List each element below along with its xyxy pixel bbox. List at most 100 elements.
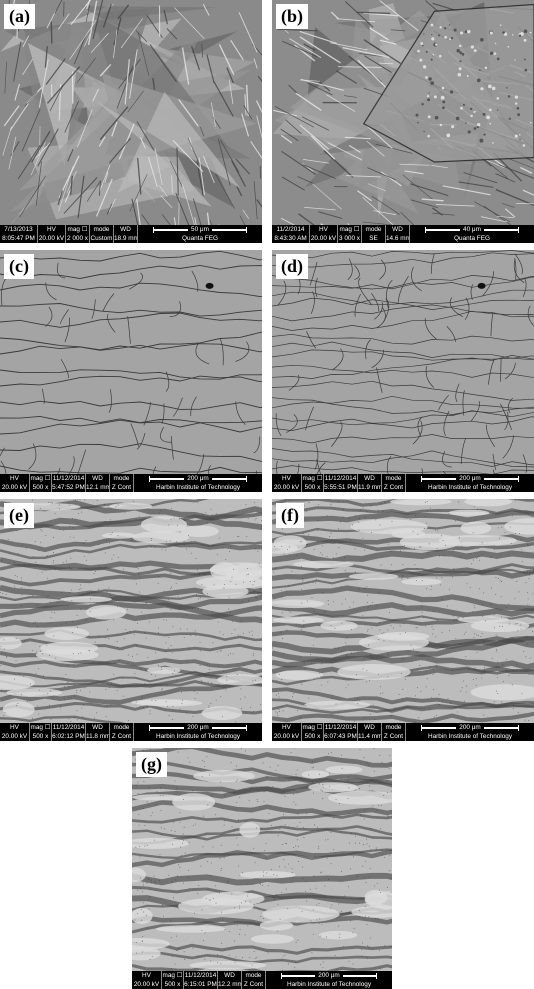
scale-bar-group: 40 μm Quanta FEG: [410, 225, 534, 243]
data-bar-cell: HV 20.00 kV: [0, 474, 30, 492]
data-bar-field-label: mode: [365, 226, 382, 233]
data-bar-time: 6:15:01 PM: [184, 981, 217, 988]
data-bar-field-label: mode: [385, 724, 402, 731]
data-bar-field-label: HV: [282, 475, 291, 482]
data-bar-field-label: mode: [113, 724, 130, 731]
data-bar-cell: 7/13/2013 8:05:47 PM: [0, 225, 38, 243]
data-bar-field-label: mode: [385, 475, 402, 482]
data-bar-field-value: 20.00 kV: [1, 484, 28, 491]
data-bar-cell: mag ☐ 3 000 x: [338, 225, 362, 243]
data-bar-field-value: 14.6 mm: [386, 235, 410, 242]
data-bar-field-value: 500 x: [304, 733, 321, 740]
data-bar-field-value: 2 000 x: [67, 235, 88, 242]
sem-data-bar: HV 20.00 kV mag ☐ 500 x 11/12/2014 5:47:52 PM…: [0, 474, 262, 492]
data-bar-field-value: 11.9 mm: [358, 484, 382, 491]
data-bar-field-label: HV: [47, 226, 56, 233]
scale-bar-group: 200 μm Harbin Institute of Technology: [134, 474, 262, 492]
panel-label: (a): [4, 4, 35, 29]
data-bar-field-label: mag ☐: [67, 226, 88, 233]
instrument-label: Quanta FEG: [454, 235, 490, 242]
data-bar-cell: WD 14.6 mm: [386, 225, 410, 243]
sem-data-bar: HV 20.00 kV mag ☐ 500 x 11/12/2014 5:55:51 PM…: [272, 474, 534, 492]
scale-bar-group: 50 μm Quanta FEG: [138, 225, 262, 243]
instrument-label: Quanta FEG: [182, 235, 218, 242]
scale-bar-label: 200 μm: [456, 724, 484, 731]
data-bar-cell: mode Z Cont: [242, 971, 266, 989]
data-bar-field-label: mag ☐: [30, 724, 51, 731]
data-bar-cell: WD 18.9 mm: [114, 225, 138, 243]
sem-data-bar: 11/2/2014 8:43:30 AM HV 20.00 kV mag ☐ 3 000 …: [272, 225, 534, 243]
micrograph-panel-f: (f) HV 20.00 kV mag ☐ 500 x 11/12/2014 6:07:43…: [272, 499, 534, 741]
data-bar-cell: HV 20.00 kV: [272, 474, 302, 492]
micrograph-texture: [272, 250, 534, 474]
scale-bar-label: 200 μm: [456, 475, 484, 482]
micrograph-panel-e: (e) HV 20.00 kV mag ☐ 500 x 11/12/2014 6:02:12…: [0, 499, 262, 741]
data-bar-cell: 11/12/2014 5:47:52 PM: [52, 474, 86, 492]
data-bar-field-value: 20.00 kV: [133, 981, 160, 988]
data-bar-field-value: SE: [369, 235, 378, 242]
data-bar-field-value: Z Cont: [243, 981, 264, 988]
data-bar-field-label: mag ☐: [302, 724, 323, 731]
data-bar-cell: mode Custom: [90, 225, 114, 243]
data-bar-field-value: Z Cont: [383, 733, 404, 740]
data-bar-field-value: 3 000 x: [339, 235, 360, 242]
data-bar-field-value: 18.9 mm: [114, 235, 138, 242]
sem-data-bar: HV 20.00 kV mag ☐ 500 x 11/12/2014 6:15:01 PM…: [132, 971, 392, 989]
data-bar-cell: HV 20.00 kV: [38, 225, 66, 243]
data-bar-field-value: 20.00 kV: [1, 733, 28, 740]
panel-label: (c): [4, 254, 34, 279]
data-bar-field-value: Z Cont: [111, 484, 132, 491]
data-bar-cell: mode SE: [362, 225, 386, 243]
data-bar-date: 11/12/2014: [184, 972, 217, 979]
data-bar-cell: mag ☐ 500 x: [302, 723, 324, 741]
micrograph-texture: [272, 499, 534, 723]
data-bar-field-label: WD: [392, 226, 403, 233]
data-bar-cell: mag ☐ 500 x: [302, 474, 324, 492]
scale-bar-label: 40 μm: [460, 226, 484, 233]
scale-bar-group: 200 μm Harbin Institute of Technology: [134, 723, 262, 741]
panel-label: (d): [276, 254, 308, 279]
data-bar-field-label: HV: [142, 972, 151, 979]
data-bar-field-label: mag ☐: [339, 226, 360, 233]
data-bar-field-label: mag ☐: [302, 475, 323, 482]
panel-label: (b): [276, 4, 308, 29]
data-bar-cell: HV 20.00 kV: [0, 723, 30, 741]
data-bar-field-value: 20.00 kV: [38, 235, 65, 242]
data-bar-field-label: HV: [10, 475, 19, 482]
data-bar-field-value: 11.8 mm: [86, 733, 110, 740]
micrograph-panel-c: (c) HV 20.00 kV mag ☐ 500 x 11/12/2014 5:47:52…: [0, 250, 262, 492]
panel-label: (e): [4, 503, 34, 528]
data-bar-field-label: WD: [364, 724, 375, 731]
micrograph-texture: [0, 0, 262, 225]
data-bar-time: 8:05:47 PM: [2, 235, 35, 242]
data-bar-date: 11/12/2014: [324, 724, 357, 731]
data-bar-time: 5:47:52 PM: [52, 484, 85, 491]
data-bar-field-value: 20.00 kV: [273, 733, 300, 740]
data-bar-time: 6:07:43 PM: [324, 733, 357, 740]
data-bar-cell: mode Z Cont: [110, 474, 134, 492]
data-bar-field-value: 500 x: [304, 484, 321, 491]
data-bar-cell: 11/12/2014 6:07:43 PM: [324, 723, 358, 741]
scale-bar-group: 200 μm Harbin Institute of Technology: [406, 723, 534, 741]
data-bar-field-value: 12.2 mm: [218, 981, 242, 988]
scale-bar-group: 200 μm Harbin Institute of Technology: [406, 474, 534, 492]
data-bar-field-label: mag ☐: [30, 475, 51, 482]
scale-bar-label: 200 μm: [184, 724, 212, 731]
micrograph-texture: [0, 499, 262, 723]
instrument-label: Harbin Institute of Technology: [155, 733, 241, 740]
data-bar-field-label: mode: [113, 475, 130, 482]
data-bar-date: 11/12/2014: [52, 475, 85, 482]
data-bar-cell: WD 11.4 mm: [358, 723, 382, 741]
data-bar-field-label: HV: [10, 724, 19, 731]
scale-bar-label: 200 μm: [315, 972, 343, 979]
data-bar-field-value: 500 x: [32, 484, 49, 491]
data-bar-date: 11/12/2014: [324, 475, 357, 482]
data-bar-cell: mode Z Cont: [110, 723, 134, 741]
micrograph-texture: [132, 748, 392, 971]
data-bar-cell: mag ☐ 500 x: [162, 971, 184, 989]
sem-data-bar: HV 20.00 kV mag ☐ 500 x 11/12/2014 6:02:12 PM…: [0, 723, 262, 741]
data-bar-cell: mag ☐ 500 x: [30, 723, 52, 741]
data-bar-field-value: Custom: [90, 235, 113, 242]
micrograph-panel-a: (a) 7/13/2013 8:05:47 PM HV 20.00 kV mag ☐ 2 0…: [0, 0, 262, 243]
sem-data-bar: HV 20.00 kV mag ☐ 500 x 11/12/2014 6:07:43 PM…: [272, 723, 534, 741]
